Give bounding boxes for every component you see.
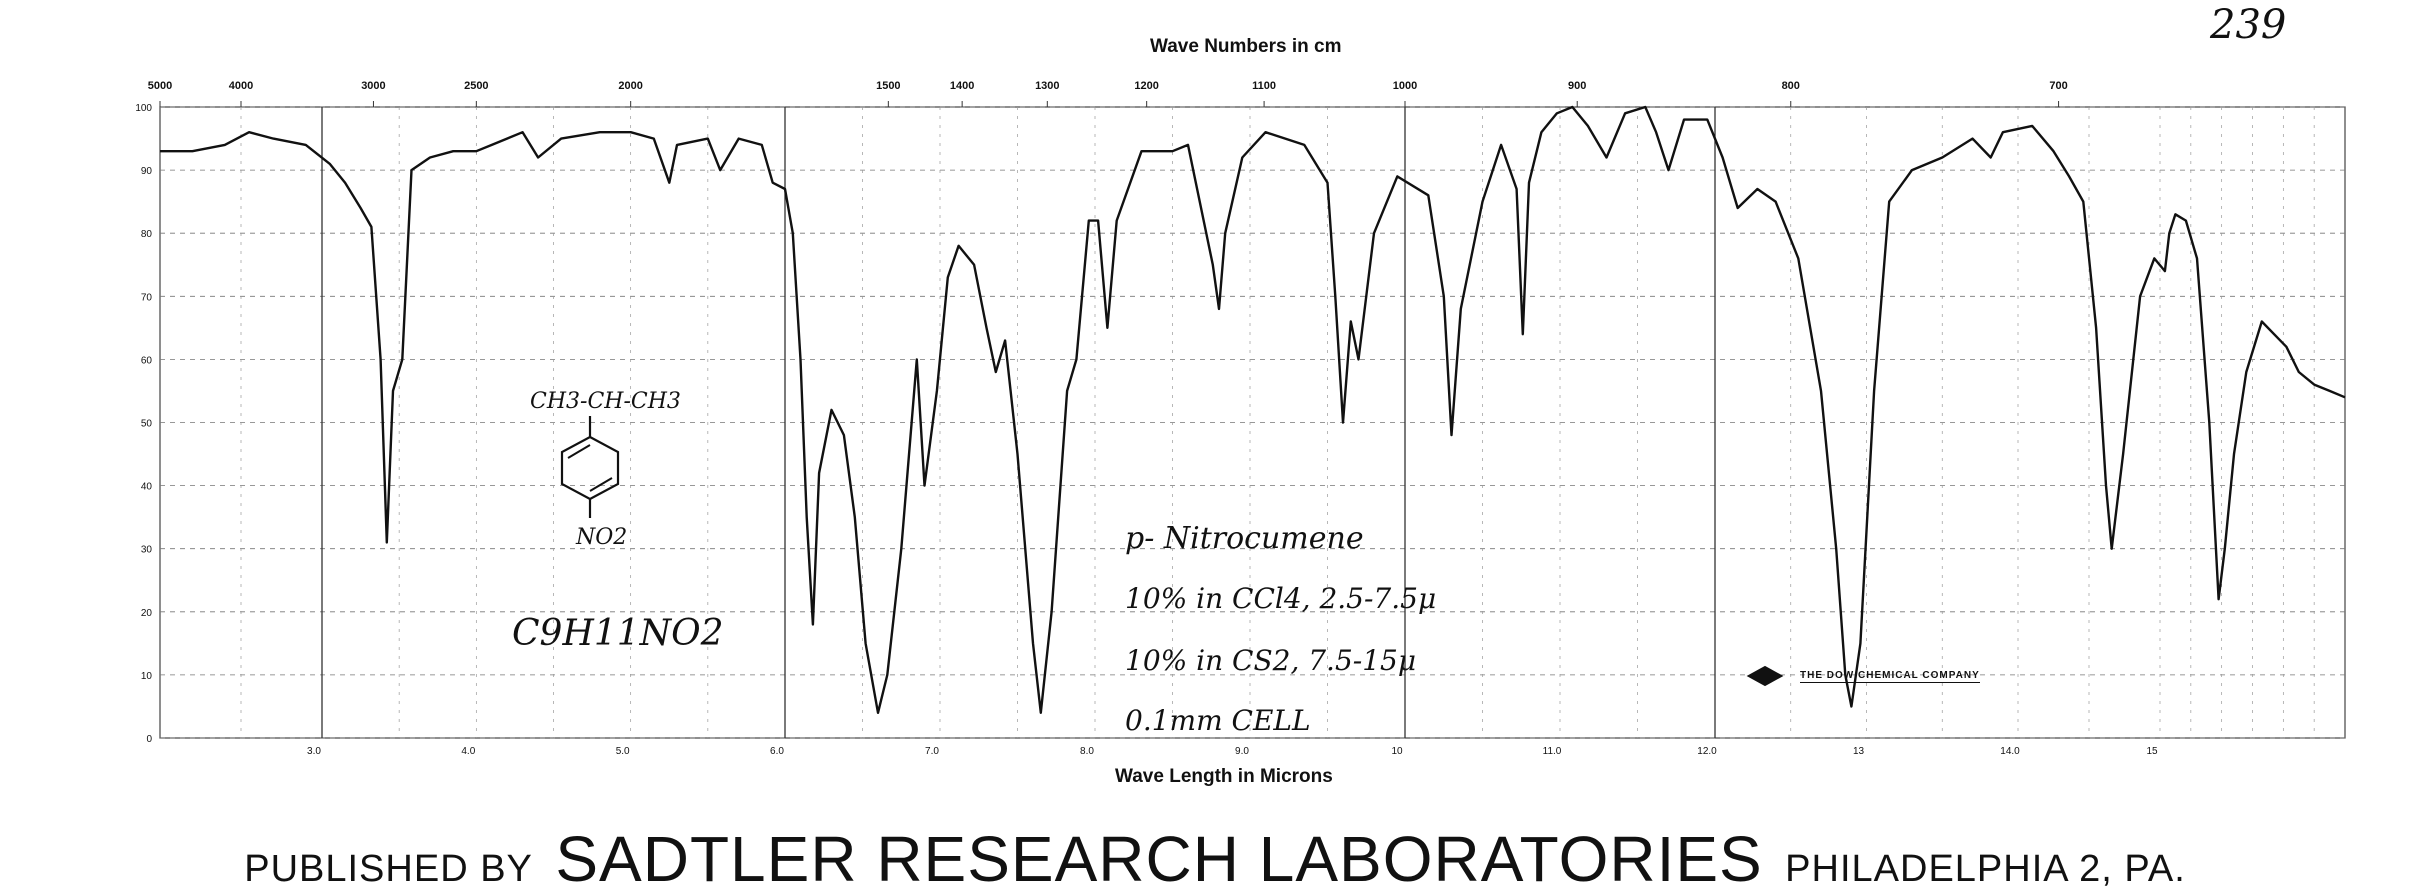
top-tick-label: 1300 — [1035, 80, 1059, 92]
y-tick-label: 80 — [141, 229, 153, 240]
benzene-ring-icon — [560, 416, 620, 518]
dow-diamond-icon — [1746, 665, 1784, 687]
top-tick-label: 4000 — [229, 80, 253, 92]
structure-top-label: CH3-CH-CH3 — [530, 389, 681, 414]
x-tick-label: 11.0 — [1543, 746, 1562, 757]
structure-bottom-label: NO2 — [575, 525, 627, 550]
x-tick-label: 14.0 — [2000, 746, 2020, 757]
y-tick-label: 90 — [141, 166, 153, 177]
x-tick-label: 15 — [2146, 746, 2158, 757]
dow-logo: THE DOW CHEMICAL COMPANY — [1746, 663, 1980, 689]
x-tick-label: 12.0 — [1697, 746, 1717, 757]
x-tick-label: 5.0 — [616, 746, 630, 757]
top-tick-label: 1500 — [876, 80, 900, 92]
x-tick-label: 10 — [1391, 746, 1403, 757]
top-tick-label: 1000 — [1393, 80, 1417, 92]
condition-2: 10% in CS2, 7.5-15μ — [1125, 644, 1416, 677]
y-tick-label: 10 — [141, 671, 153, 682]
y-tick-label: 50 — [141, 419, 153, 430]
condition-1: 10% in CCl4, 2.5-7.5μ — [1125, 582, 1436, 615]
publisher-footer: PUBLISHED BY SADTLER RESEARCH LABORATORI… — [0, 822, 2430, 896]
bottom-axis-title: Wave Length in Microns — [1115, 766, 1333, 787]
top-tick-label: 1200 — [1134, 80, 1158, 92]
y-tick-label: 20 — [141, 608, 153, 619]
top-tick-label: 700 — [2049, 80, 2067, 92]
x-tick-label: 7.0 — [925, 746, 939, 757]
top-tick-label: 2500 — [464, 80, 488, 92]
top-tick-label: 900 — [1568, 80, 1586, 92]
top-tick-label: 800 — [1782, 80, 1800, 92]
sheet-number: 239 — [2210, 2, 2287, 48]
dow-company-name: THE DOW CHEMICAL COMPANY — [1800, 669, 1980, 683]
top-tick-label: 1400 — [950, 80, 974, 92]
y-tick-label: 40 — [141, 482, 153, 493]
top-tick-label: 2000 — [618, 80, 642, 92]
top-tick-label: 1100 — [1252, 80, 1276, 92]
footer-location: PHILADELPHIA 2, PA. — [1785, 848, 2186, 890]
y-tick-label: 30 — [141, 545, 153, 556]
y-tick-label: 60 — [141, 355, 153, 366]
footer-company: SADTLER RESEARCH LABORATORIES — [555, 823, 1763, 895]
top-axis-title: Wave Numbers in cm — [1150, 36, 1342, 57]
x-tick-label: 13 — [1853, 746, 1865, 757]
cell-label: 0.1mm CELL — [1125, 704, 1311, 737]
compound-name: p- Nitrocumene — [1125, 521, 1364, 556]
grid-layer — [159, 106, 2346, 739]
y-tick-label: 70 — [141, 292, 153, 303]
top-tick-label: 3000 — [361, 80, 385, 92]
tick-layer: 0 10 20 30 40 50 60 70 80 90 100 3.0 4.0 5.0 6.0 7.0 8.0… — [135, 80, 2158, 757]
x-tick-label: 8.0 — [1080, 746, 1094, 757]
spectrum-line — [160, 105, 2346, 714]
y-tick-label: 0 — [146, 734, 152, 745]
y-tick-label: 100 — [135, 103, 152, 114]
x-tick-label: 6.0 — [770, 746, 784, 757]
x-tick-label: 9.0 — [1235, 746, 1249, 757]
x-tick-label: 4.0 — [461, 746, 475, 757]
x-tick-label: 3.0 — [307, 746, 321, 757]
footer-published-by: PUBLISHED BY — [244, 848, 533, 890]
top-tick-label: 5000 — [148, 80, 172, 92]
formula-label: C9H11NO2 — [512, 613, 724, 654]
